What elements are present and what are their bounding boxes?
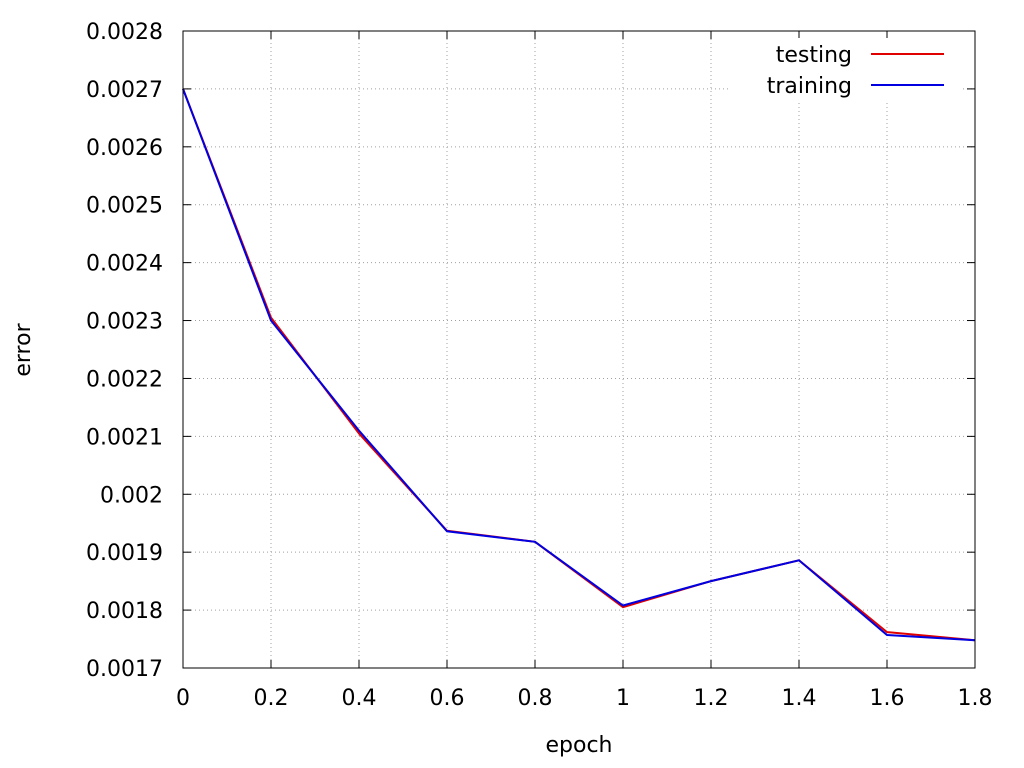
y-tick-label: 0.0025 bbox=[86, 194, 163, 219]
x-tick-label: 1 bbox=[616, 686, 630, 711]
x-tick-label: 0.8 bbox=[518, 686, 553, 711]
legend-background bbox=[728, 38, 960, 100]
y-tick-label: 0.002 bbox=[100, 483, 163, 508]
legend: testing training bbox=[728, 38, 960, 100]
y-tick-label: 0.0021 bbox=[86, 425, 163, 450]
y-tick-label: 0.0023 bbox=[86, 310, 163, 335]
legend-label-training: training bbox=[767, 74, 852, 99]
y-tick-label: 0.0027 bbox=[86, 78, 163, 103]
y-tick-label: 0.0022 bbox=[86, 367, 163, 392]
x-tick-label: 0.4 bbox=[342, 686, 377, 711]
legend-label-testing: testing bbox=[776, 43, 852, 68]
y-tick-label: 0.0018 bbox=[86, 599, 163, 624]
x-tick-label: 0 bbox=[176, 686, 190, 711]
x-tick-label: 0.6 bbox=[430, 686, 465, 711]
x-tick-label: 1.2 bbox=[694, 686, 729, 711]
y-tick-label: 0.0024 bbox=[86, 252, 163, 277]
axis-ticks: 0 0.2 0.4 0.6 0.8 1 1.2 1.4 1.6 1.8 0.0017 0.0018 0.… bbox=[86, 20, 992, 711]
y-axis-label: error bbox=[11, 322, 36, 376]
x-tick-label: 0.2 bbox=[254, 686, 289, 711]
series-lines bbox=[182, 88, 976, 642]
y-tick-label: 0.0028 bbox=[86, 20, 163, 45]
y-tick-label: 0.0017 bbox=[86, 657, 163, 682]
x-tick-label: 1.4 bbox=[782, 686, 817, 711]
series-line-training bbox=[182, 88, 976, 642]
plot-frame bbox=[182, 30, 976, 669]
x-tick-label: 1.8 bbox=[958, 686, 993, 711]
x-axis-label: epoch bbox=[546, 733, 613, 758]
x-tick-label: 1.6 bbox=[870, 686, 905, 711]
y-tick-label: 0.0026 bbox=[86, 136, 163, 161]
y-tick-label: 0.0019 bbox=[86, 541, 163, 566]
